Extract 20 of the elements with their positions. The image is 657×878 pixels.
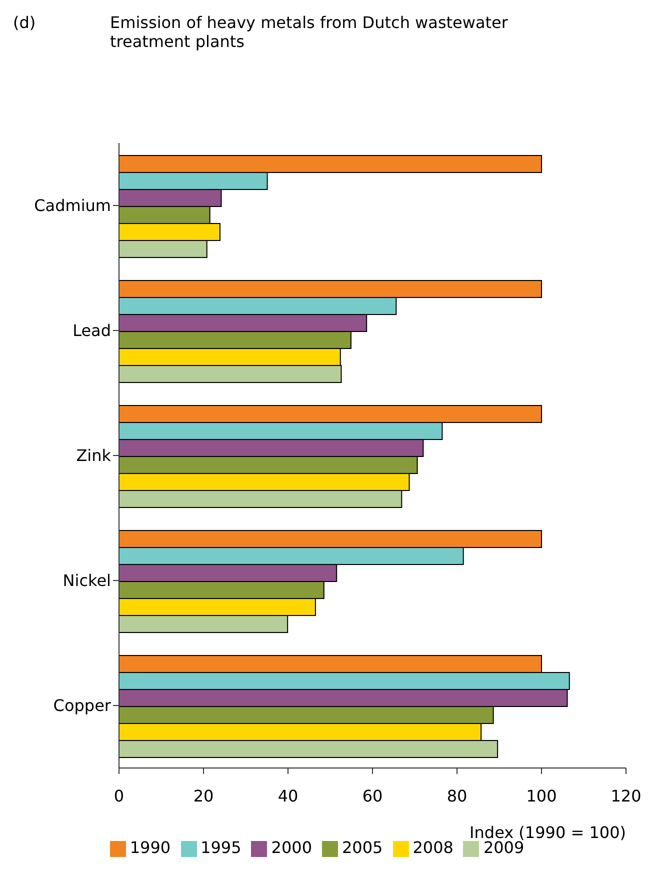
x-tick-label: 120	[610, 786, 642, 806]
legend-label: 1995	[200, 838, 242, 857]
x-tick-label: 80	[446, 786, 468, 806]
y-tick-label: Copper	[53, 696, 112, 716]
legend-label: 1990	[130, 838, 171, 857]
text: (d)	[13, 13, 36, 32]
legend-label: 2005	[342, 838, 383, 857]
x-tick-label: 20	[193, 786, 214, 806]
y-tick-label: Nickel	[62, 571, 111, 590]
x-tick-label: 0	[114, 786, 124, 806]
y-tick-label: Zink	[76, 446, 112, 466]
y-tick-label: Lead	[72, 321, 111, 340]
legend-label: 2008	[412, 838, 454, 857]
x-tick-label: 60	[362, 786, 383, 806]
x-axis-title: Index (1990 = 100)	[470, 823, 626, 842]
legend-label: 2000	[271, 838, 312, 857]
y-tick-label: Cadmium	[34, 196, 111, 216]
x-tick-label: 40	[278, 786, 298, 806]
chart-title: Emission of heavy metals from Dutch wastewater treatment plants	[110, 13, 509, 51]
x-tick-label: 100	[526, 786, 557, 806]
